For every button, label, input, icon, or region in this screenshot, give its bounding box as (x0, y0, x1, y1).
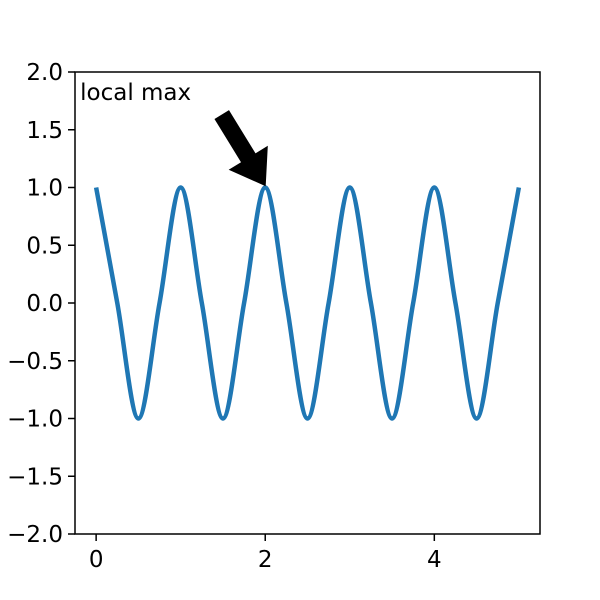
plot-frame (74, 71, 541, 535)
annotation-layer: local max (80, 80, 268, 187)
x-axis: 0 2 4 (89, 534, 442, 573)
x-tick-label: 4 (427, 547, 442, 573)
y-tick-label: −0.5 (7, 349, 63, 375)
y-tick-label: −1.0 (7, 407, 63, 433)
annotation-text: local max (80, 80, 191, 106)
y-tick-label: 1.5 (26, 118, 63, 144)
y-tick-label: 0.0 (26, 291, 63, 317)
y-axis: −2.0 −1.5 −1.0 −0.5 0.0 0.5 1.0 1.5 2.0 (7, 60, 75, 548)
y-tick-label: 1.0 (26, 176, 63, 202)
y-tick-label: −1.5 (7, 464, 63, 490)
x-tick-label: 2 (258, 547, 273, 573)
x-tick-label: 0 (89, 547, 104, 573)
y-tick-label: 0.5 (26, 233, 63, 259)
y-tick-label: −2.0 (7, 522, 63, 548)
annotation-arrow (214, 110, 268, 187)
y-tick-label: 2.0 (26, 60, 63, 86)
plot-layer (93, 185, 522, 421)
